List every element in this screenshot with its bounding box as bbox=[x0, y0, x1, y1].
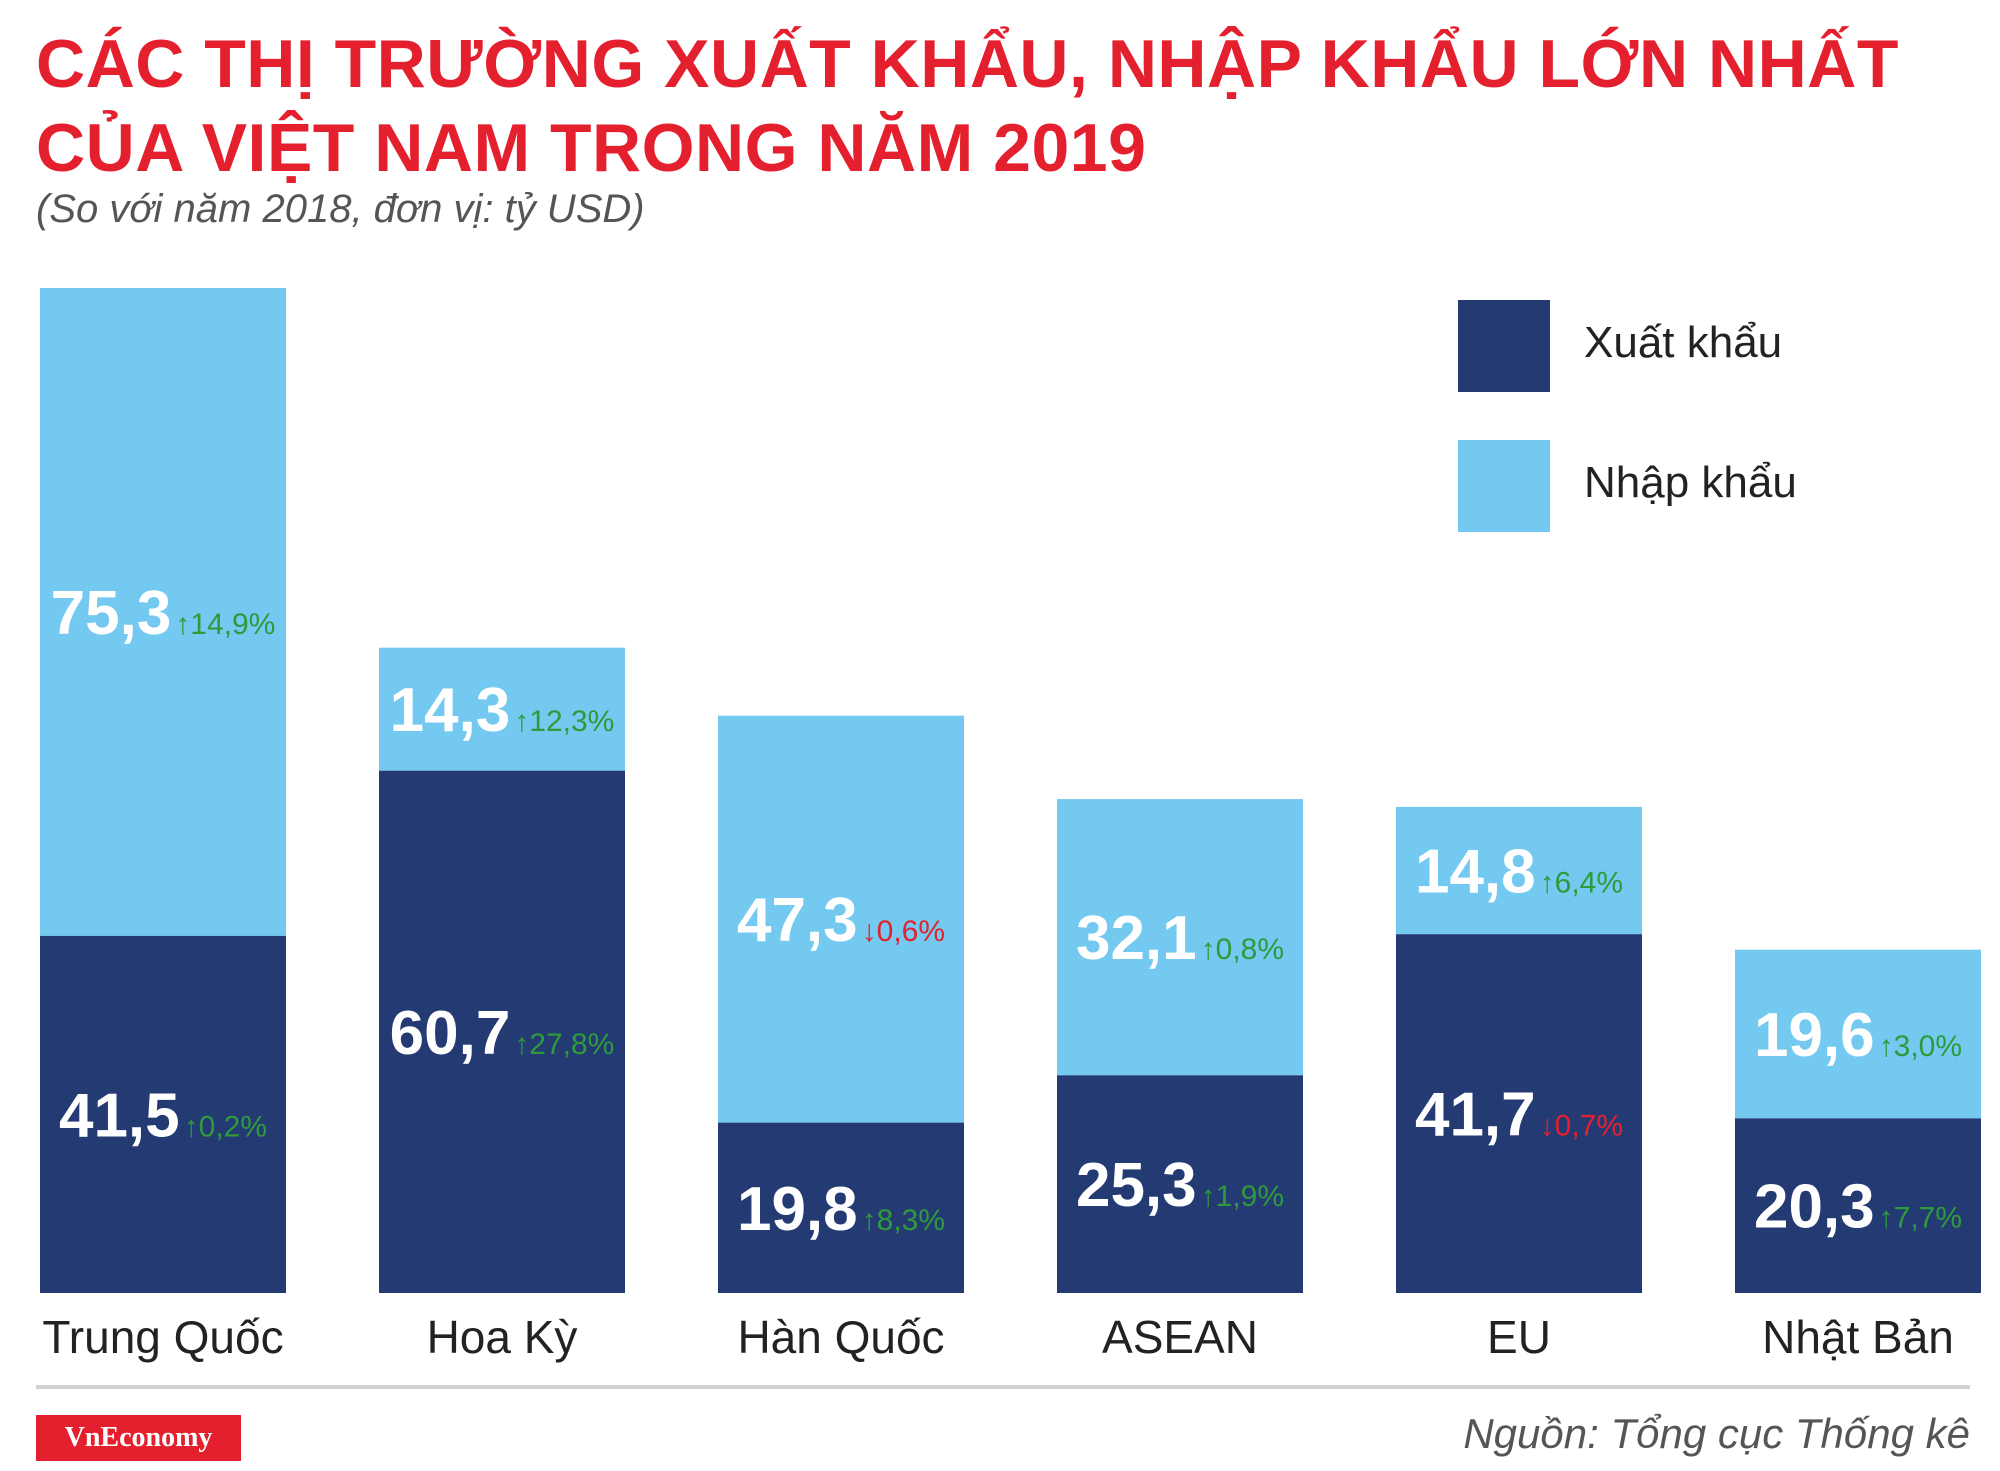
category-label: Hàn Quốc bbox=[737, 1311, 944, 1363]
legend-swatch-export bbox=[1458, 300, 1550, 392]
import-bar bbox=[379, 647, 625, 771]
export-bar bbox=[1735, 1118, 1981, 1293]
export-change: ↑27,8% bbox=[514, 1028, 614, 1061]
category-label: Nhật Bản bbox=[1762, 1311, 1954, 1363]
category-label: Hoa Kỳ bbox=[427, 1311, 578, 1363]
import-value: 32,1 bbox=[1076, 904, 1197, 973]
import-change: ↑3,0% bbox=[1879, 1030, 1962, 1063]
export-bar bbox=[379, 770, 625, 1293]
import-value: 14,8 bbox=[1415, 838, 1536, 907]
import-label-2: 47,3 ↓0,6% bbox=[737, 886, 945, 955]
import-value: 47,3 bbox=[737, 886, 858, 955]
source-note: Nguồn: Tổng cục Thống kê bbox=[1463, 1410, 1970, 1457]
import-label-1: 14,3 ↑12,3% bbox=[390, 676, 615, 745]
import-bar bbox=[718, 715, 964, 1123]
export-change: ↓0,7% bbox=[1540, 1110, 1623, 1143]
chart-title-line-1: CÁC THỊ TRƯỜNG XUẤT KHẨU, NHẬP KHẨU LỚN … bbox=[36, 26, 1899, 102]
export-label-4: 41,7 ↓0,7% bbox=[1415, 1081, 1623, 1150]
export-label-2: 19,8 ↑8,3% bbox=[737, 1175, 945, 1244]
export-bar bbox=[1396, 934, 1642, 1293]
export-bar bbox=[1057, 1075, 1303, 1293]
chart-title: CÁC THỊ TRƯỜNG XUẤT KHẨU, NHẬP KHẨU LỚN … bbox=[36, 22, 1936, 190]
category-label: Trung Quốc bbox=[42, 1311, 283, 1363]
export-change: ↑0,2% bbox=[184, 1110, 267, 1143]
import-bar bbox=[1735, 949, 1981, 1119]
export-label-0: 41,5 ↑0,2% bbox=[59, 1081, 267, 1150]
legend-item-export: Xuất khẩu bbox=[1458, 300, 1878, 392]
export-value: 41,5 bbox=[59, 1081, 180, 1150]
export-value: 19,8 bbox=[737, 1175, 858, 1244]
export-bar bbox=[718, 1122, 964, 1293]
export-change: ↑7,7% bbox=[1879, 1202, 1962, 1235]
export-label-3: 25,3 ↑1,9% bbox=[1076, 1151, 1284, 1220]
export-value: 20,3 bbox=[1754, 1173, 1875, 1242]
import-change: ↑12,3% bbox=[514, 705, 614, 738]
import-change: ↑6,4% bbox=[1540, 867, 1623, 900]
export-label-5: 20,3 ↑7,7% bbox=[1754, 1173, 1962, 1242]
export-value: 60,7 bbox=[390, 999, 511, 1068]
footer-divider bbox=[36, 1385, 1970, 1389]
export-change: ↑1,9% bbox=[1201, 1180, 1284, 1213]
import-change: ↑14,9% bbox=[175, 608, 275, 641]
import-value: 19,6 bbox=[1754, 1001, 1875, 1070]
import-label-0: 75,3 ↑14,9% bbox=[51, 579, 276, 648]
export-label-1: 60,7 ↑27,8% bbox=[390, 999, 615, 1068]
export-bar bbox=[40, 935, 286, 1293]
export-change: ↑8,3% bbox=[862, 1204, 945, 1237]
legend-label-export: Xuất khẩu bbox=[1584, 318, 1783, 367]
export-value: 25,3 bbox=[1076, 1151, 1197, 1220]
import-label-3: 32,1 ↑0,8% bbox=[1076, 904, 1284, 973]
import-value: 14,3 bbox=[390, 676, 511, 745]
import-change: ↓0,6% bbox=[862, 915, 945, 948]
vneconomy-logo: VnEconomy bbox=[36, 1415, 241, 1461]
chart-subtitle: (So với năm 2018, đơn vị: tỷ USD) bbox=[36, 187, 645, 231]
category-label: ASEAN bbox=[1102, 1311, 1258, 1363]
import-bar bbox=[40, 288, 286, 936]
category-label: EU bbox=[1487, 1311, 1551, 1363]
legend-label-import: Nhập khẩu bbox=[1584, 458, 1797, 507]
import-label-5: 19,6 ↑3,0% bbox=[1754, 1001, 1962, 1070]
import-bar bbox=[1057, 799, 1303, 1076]
import-bar bbox=[1396, 806, 1642, 935]
import-value: 75,3 bbox=[51, 579, 172, 648]
chart-title-line-2: CỦA VIỆT NAM TRONG NĂM 2019 bbox=[36, 110, 1147, 186]
import-change: ↑0,8% bbox=[1201, 933, 1284, 966]
legend-swatch-import bbox=[1458, 440, 1550, 532]
export-value: 41,7 bbox=[1415, 1081, 1536, 1150]
import-label-4: 14,8 ↑6,4% bbox=[1415, 838, 1623, 907]
legend-item-import: Nhập khẩu bbox=[1458, 440, 1878, 532]
